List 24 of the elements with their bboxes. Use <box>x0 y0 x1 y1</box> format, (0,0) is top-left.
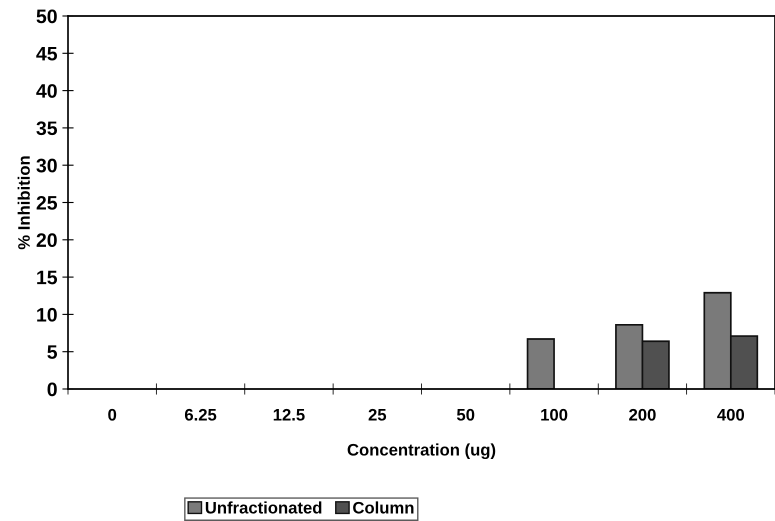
y-tick-label: 30 <box>36 158 57 172</box>
x-tick-label: 100 <box>541 408 568 421</box>
x-tick-label: 50 <box>456 408 474 421</box>
bar <box>526 338 555 389</box>
y-tick-label: 25 <box>36 196 58 210</box>
x-tick-label: 400 <box>717 408 744 421</box>
y-tick-label: 45 <box>36 46 58 61</box>
y-tick-label: 20 <box>36 233 57 248</box>
y-tick-label: 0 <box>48 382 57 396</box>
x-tick-label: 0 <box>108 408 116 421</box>
y-tick-label: 40 <box>36 84 57 98</box>
legend-label: Column <box>353 501 414 514</box>
y-axis-title: % Inhibition <box>18 156 30 250</box>
y-tick-label: 10 <box>37 308 57 322</box>
legend-label: Unfractionated <box>206 501 322 514</box>
x-tick-label: 25 <box>368 408 386 421</box>
x-tick-label: 200 <box>629 408 656 421</box>
y-tick-label: 15 <box>37 270 58 284</box>
y-tick-label: 5 <box>47 345 58 359</box>
y-tick-label: 50 <box>36 9 57 24</box>
x-axis-title: Concentration (ug) <box>348 443 496 460</box>
y-tick-label: 35 <box>36 121 58 136</box>
x-tick-label: 6.25 <box>184 408 216 421</box>
x-tick-label: 12.5 <box>274 408 305 421</box>
